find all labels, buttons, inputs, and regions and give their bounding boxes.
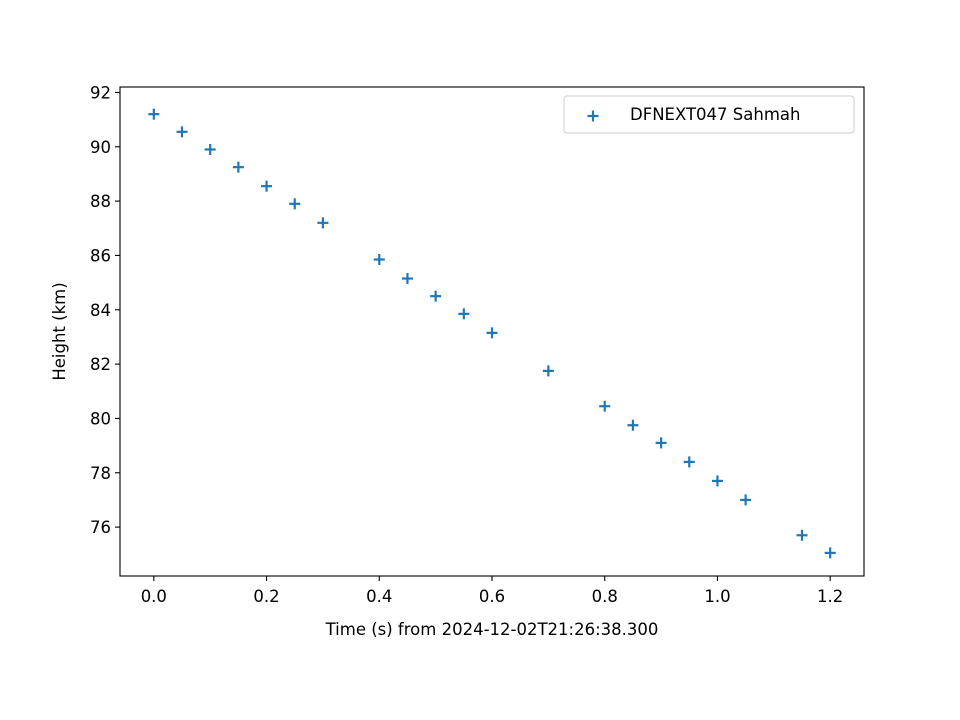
x-tick-label: 0.2: [253, 587, 279, 606]
data-point: [542, 365, 554, 377]
y-tick-label: 84: [90, 301, 111, 320]
data-point: [430, 290, 442, 302]
x-tick-label: 1.0: [704, 587, 730, 606]
data-point: [401, 273, 413, 285]
data-point: [317, 217, 329, 229]
legend-frame: [563, 95, 855, 134]
y-axis-label: Height (km): [50, 282, 69, 380]
y-tick-label: 90: [90, 138, 111, 157]
data-point: [204, 143, 216, 155]
data-point: [627, 419, 639, 431]
y-tick-label: 76: [90, 518, 111, 537]
x-tick-label: 0.0: [141, 587, 167, 606]
y-tick-label: 88: [90, 192, 111, 211]
data-point: [261, 180, 273, 192]
y-tick-label: 80: [90, 409, 111, 428]
y-tick-label: 78: [90, 464, 111, 483]
data-point: [683, 456, 695, 468]
legend-marker-plus: [587, 110, 599, 122]
y-axis-ticks: 76 78 80 82 84 86 88 90 92: [90, 83, 120, 537]
legend-marker: [587, 110, 599, 122]
data-point: [824, 547, 836, 559]
data-point: [599, 400, 611, 412]
data-point: [148, 108, 160, 120]
legend-label: DFNEXT047 Sahmah: [630, 105, 800, 124]
y-tick-label: 82: [90, 355, 111, 374]
data-point: [289, 198, 301, 210]
x-tick-label: 1.2: [817, 587, 843, 606]
x-tick-label: 0.8: [592, 587, 618, 606]
data-point: [176, 126, 188, 138]
data-point: [711, 475, 723, 487]
x-tick-label: 0.6: [479, 587, 505, 606]
legend: DFNEXT047 Sahmah: [563, 95, 855, 134]
data-point: [655, 437, 667, 449]
data-point: [232, 161, 244, 173]
y-tick-label: 86: [90, 246, 111, 265]
data-points: [148, 108, 836, 559]
x-tick-label: 0.4: [366, 587, 392, 606]
data-point: [796, 529, 808, 541]
x-axis-ticks: 0.0 0.2 0.4 0.6 0.8 1.0 1.2: [141, 576, 843, 606]
data-point: [486, 327, 498, 339]
data-point: [458, 308, 470, 320]
data-point: [740, 494, 752, 506]
x-axis-label: Time (s) from 2024-12-02T21:26:38.300: [325, 620, 659, 639]
data-point: [373, 254, 385, 266]
y-tick-label: 92: [90, 83, 111, 102]
